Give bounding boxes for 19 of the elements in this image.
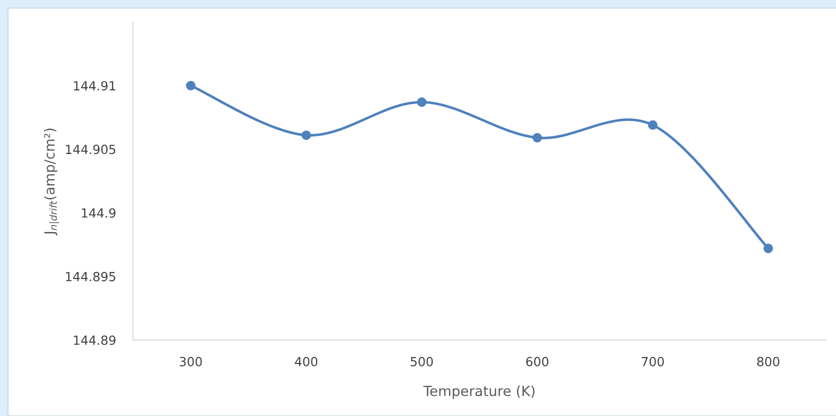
point [417, 97, 426, 107]
y-tick-label: 144.9 [82, 208, 116, 218]
y-tick-label: 144.89 [74, 335, 116, 345]
y-tick-label: 144.905 [66, 144, 116, 154]
x-tick-label: 800 [757, 356, 780, 366]
x-tick-label: 300 [180, 356, 202, 366]
y-tick-label: 144.91 [74, 81, 116, 91]
y-axis-title: J$_{n|drift}$(amp/cm²) [44, 128, 60, 236]
x-tick-label: 400 [294, 356, 318, 366]
point [186, 80, 196, 90]
point [302, 130, 311, 140]
point [532, 133, 542, 142]
y-tick-label: 144.895 [66, 272, 116, 282]
x-tick-label: 600 [526, 356, 548, 366]
point [648, 120, 658, 130]
x-axis-title: Temperature (K) [423, 385, 534, 399]
point [764, 244, 773, 254]
x-tick-label: 500 [410, 356, 433, 366]
x-tick-label: 700 [642, 356, 664, 366]
